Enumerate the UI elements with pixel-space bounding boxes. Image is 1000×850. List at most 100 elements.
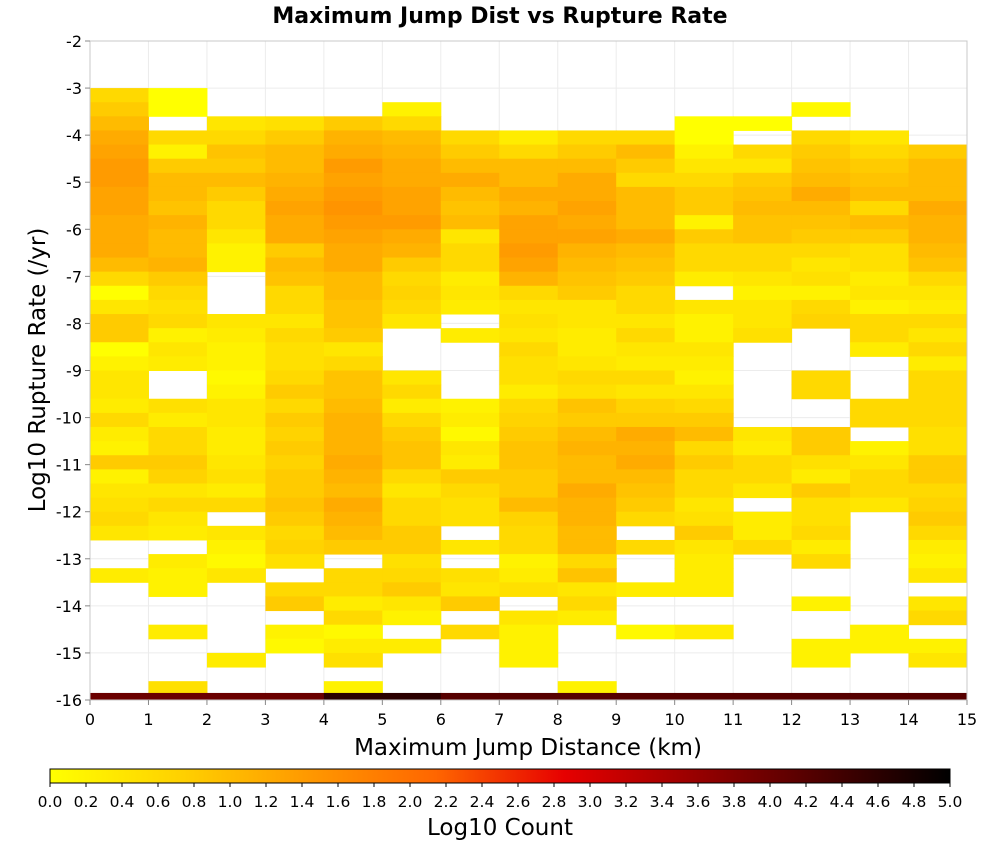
heatmap-cell xyxy=(733,441,793,456)
heatmap-cell xyxy=(791,271,851,287)
heatmap-cell xyxy=(791,243,851,259)
heatmap-cell xyxy=(850,497,910,513)
heatmap-cell xyxy=(265,469,325,484)
heatmap-cell xyxy=(382,299,442,315)
heatmap-cell xyxy=(148,497,208,513)
x-tick-label: 9 xyxy=(611,710,621,729)
heatmap-cell xyxy=(382,172,442,188)
heatmap-cell xyxy=(323,130,383,146)
heatmap-cell xyxy=(148,215,208,230)
heatmap-cell xyxy=(90,356,149,371)
colorbar-tick-label: 1.0 xyxy=(218,793,243,811)
heatmap-cell xyxy=(791,299,851,315)
heatmap-cell xyxy=(850,172,910,188)
heatmap-cell xyxy=(206,186,266,202)
heatmap-cell xyxy=(791,525,851,541)
heatmap-cell xyxy=(499,539,559,555)
heatmap-cell xyxy=(382,229,442,244)
heatmap-cell xyxy=(908,596,968,612)
heatmap-cell xyxy=(206,441,266,456)
heatmap-cell xyxy=(90,271,149,287)
colorbar-tick-label: 4.8 xyxy=(902,793,927,811)
heatmap-cell xyxy=(323,299,383,315)
heatmap-cell xyxy=(265,314,325,329)
colorbar-tick-label: 0.4 xyxy=(110,793,135,811)
heatmap-cell xyxy=(733,469,793,484)
heatmap-cell xyxy=(850,469,910,484)
colorbar-tick-label: 0.2 xyxy=(74,793,99,811)
x-tick-label: 5 xyxy=(377,710,387,729)
heatmap-cell xyxy=(323,186,383,202)
heatmap-cell xyxy=(323,116,383,131)
heatmap-cell xyxy=(382,215,442,230)
heatmap-cell xyxy=(557,257,617,273)
heatmap-cell xyxy=(499,342,559,357)
heatmap-cell xyxy=(908,229,968,244)
heatmap-cell xyxy=(850,243,910,259)
heatmap-cell xyxy=(850,638,910,654)
x-tick-label: 11 xyxy=(723,710,743,729)
heatmap-cell xyxy=(440,243,500,259)
heatmap-cell xyxy=(323,201,383,216)
heatmap-cell xyxy=(323,652,383,668)
heatmap-cell xyxy=(148,455,208,470)
heatmap-cell xyxy=(148,511,208,527)
colorbar-ticks: 0.0 0.2 0.4 0.6 0.8 1.0 1.2 1.4 1.6 1.8 2.0 2.2 2.4 2… xyxy=(38,783,962,811)
heatmap-cell xyxy=(499,554,559,569)
heatmap-cell xyxy=(850,130,910,146)
heatmap-cell xyxy=(382,116,442,131)
heatmap-cell xyxy=(323,426,383,442)
heatmap-cell xyxy=(265,356,325,371)
heatmap-cell xyxy=(733,299,793,315)
y-tick-label: -8 xyxy=(66,314,82,333)
heatmap-cell xyxy=(323,356,383,371)
heatmap-cell xyxy=(206,568,266,583)
heatmap-cell xyxy=(206,144,266,160)
y-tick-label: -6 xyxy=(66,220,82,239)
heatmap-cell xyxy=(908,186,968,202)
heatmap-cell xyxy=(265,370,325,386)
heatmap-cell xyxy=(206,652,266,668)
heatmap-cell xyxy=(440,172,500,188)
heatmap-cell xyxy=(674,158,734,174)
heatmap-cell xyxy=(791,215,851,230)
heatmap-cell xyxy=(148,342,208,357)
heatmap-cell xyxy=(90,299,149,315)
heatmap-cell xyxy=(499,285,559,301)
heatmap-cell xyxy=(733,257,793,273)
heatmap-cell xyxy=(440,299,500,315)
heatmap-cell xyxy=(908,144,968,160)
heatmap-cell xyxy=(557,201,617,216)
heatmap-cell xyxy=(382,455,442,470)
heatmap-cell xyxy=(908,398,968,414)
heatmap-cell xyxy=(499,314,559,329)
x-axis-title: Maximum Jump Distance (km) xyxy=(354,735,702,761)
x-tick-label: 15 xyxy=(957,710,977,729)
heatmap-cell xyxy=(90,328,149,343)
heatmap-cell xyxy=(674,398,734,414)
heatmap-cell xyxy=(265,497,325,513)
heatmap-cell xyxy=(440,257,500,273)
heatmap-cell xyxy=(557,285,617,301)
heatmap-cell xyxy=(908,692,968,700)
colorbar-tick-label: 2.8 xyxy=(542,793,567,811)
heatmap-cell xyxy=(674,497,734,513)
heatmap-cell xyxy=(440,130,500,146)
chart-title: Maximum Jump Dist vs Rupture Rate xyxy=(272,4,727,29)
heatmap-cell xyxy=(616,539,676,555)
heatmap-cell xyxy=(206,426,266,442)
heatmap-cell xyxy=(733,285,793,301)
heatmap-cell xyxy=(616,285,676,301)
heatmap-cell xyxy=(206,130,266,146)
heatmap-cell xyxy=(850,483,910,499)
heatmap-cell xyxy=(791,130,851,146)
heatmap-cell xyxy=(674,539,734,555)
heatmap-cell xyxy=(323,243,383,259)
heatmap-cell xyxy=(908,215,968,230)
heatmap-cell xyxy=(908,356,968,371)
heatmap-cell xyxy=(148,412,208,428)
heatmap-cell xyxy=(791,158,851,174)
x-tick-label: 2 xyxy=(202,710,212,729)
x-tick-label: 3 xyxy=(260,710,270,729)
heatmap-cell xyxy=(90,426,149,442)
